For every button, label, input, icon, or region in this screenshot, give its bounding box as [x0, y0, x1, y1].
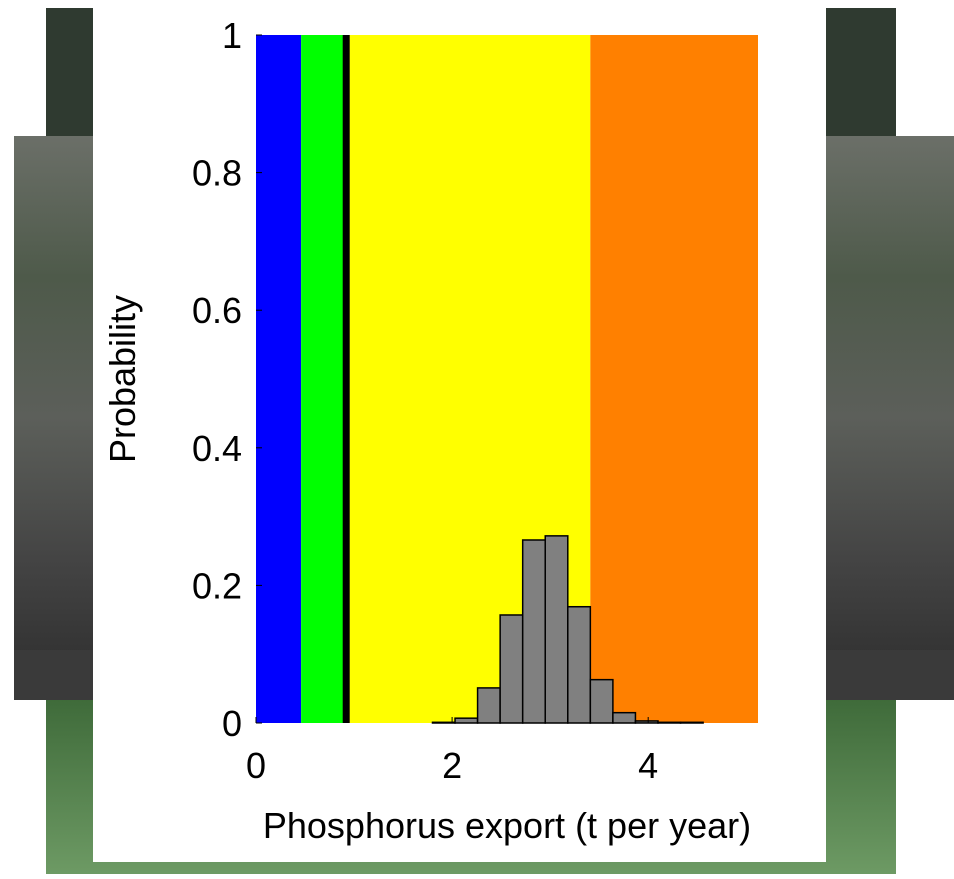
x-tick-label: 4	[638, 745, 658, 786]
x-axis-label: Phosphorus export (t per year)	[263, 805, 751, 846]
bar	[567, 605, 592, 724]
bar	[634, 720, 659, 724]
band	[256, 35, 302, 723]
bar	[544, 535, 569, 724]
bar	[521, 539, 546, 724]
band	[301, 35, 347, 723]
y-axis-label: Probability	[102, 295, 143, 463]
y-tick-label: 0.4	[192, 428, 242, 469]
x-tick-label: 0	[246, 745, 266, 786]
bar	[476, 687, 501, 724]
y-tick-label: 0.6	[192, 290, 242, 331]
bar	[589, 678, 614, 724]
y-tick-label: 0.2	[192, 565, 242, 606]
bar	[612, 711, 637, 724]
bar	[679, 721, 704, 724]
y-tick-label: 0.8	[192, 153, 242, 194]
y-tick-label: 1	[222, 15, 242, 56]
bar	[454, 717, 479, 724]
y-tick-label: 0	[222, 703, 242, 744]
band	[590, 35, 758, 723]
bar	[657, 721, 682, 724]
x-tick-label: 2	[442, 745, 462, 786]
bar	[499, 614, 524, 724]
